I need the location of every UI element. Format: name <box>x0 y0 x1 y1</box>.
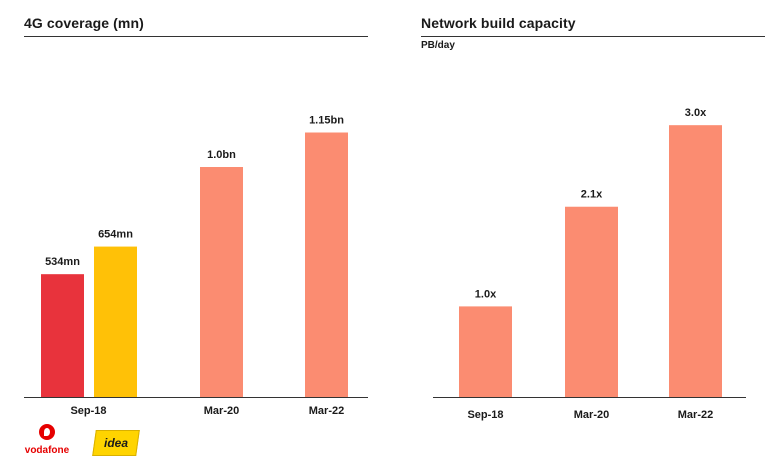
right-bar-mar-20 <box>565 206 618 397</box>
idea-logo: idea <box>92 430 140 456</box>
right-bar-mar-22 <box>669 125 722 397</box>
right-bar-chart: 1.0x 2.1x 3.0x Sep-18 Mar-20 Mar-22 <box>433 107 746 421</box>
left-bar-mar-20-combined <box>200 167 243 397</box>
left-title-rule <box>24 36 368 37</box>
left-x-tick-label: Sep-18 <box>70 405 106 417</box>
left-bar-value-label: 534mn <box>45 256 80 268</box>
left-x-tick-label: Mar-22 <box>309 405 344 417</box>
left-bar-chart: 534mn 654mn 1.0bn 1.15bn Sep-18 Mar-20 Mar-22 <box>24 115 368 417</box>
idea-logo-text: idea <box>103 436 128 450</box>
right-x-tick-label: Mar-20 <box>574 409 609 421</box>
right-chart-unit: PB/day <box>421 40 455 51</box>
vodafone-logo-text: vodafone <box>24 445 70 456</box>
left-bar-value-label: 1.0bn <box>207 149 236 161</box>
left-chart-title: 4G coverage (mn) <box>24 15 144 31</box>
left-bar-sep-18-idea <box>94 246 137 397</box>
right-bar-sep-18 <box>459 306 512 397</box>
left-bar-value-label: 1.15bn <box>309 115 344 127</box>
left-bar-mar-22-combined <box>305 132 348 397</box>
right-x-tick-label: Mar-22 <box>678 409 713 421</box>
right-x-tick-label: Sep-18 <box>467 409 503 421</box>
vodafone-logo: vodafone <box>24 424 70 460</box>
left-x-tick-label: Mar-20 <box>204 405 239 417</box>
right-bar-value-label: 1.0x <box>475 288 497 300</box>
vodafone-speechmark-icon <box>39 424 55 440</box>
left-bar-value-label: 654mn <box>98 229 133 241</box>
right-chart-title: Network build capacity <box>421 15 576 31</box>
right-bar-value-label: 3.0x <box>685 107 707 119</box>
right-title-rule <box>421 36 765 37</box>
left-bar-sep-18-vodafone <box>41 274 84 397</box>
right-bar-value-label: 2.1x <box>581 189 603 201</box>
